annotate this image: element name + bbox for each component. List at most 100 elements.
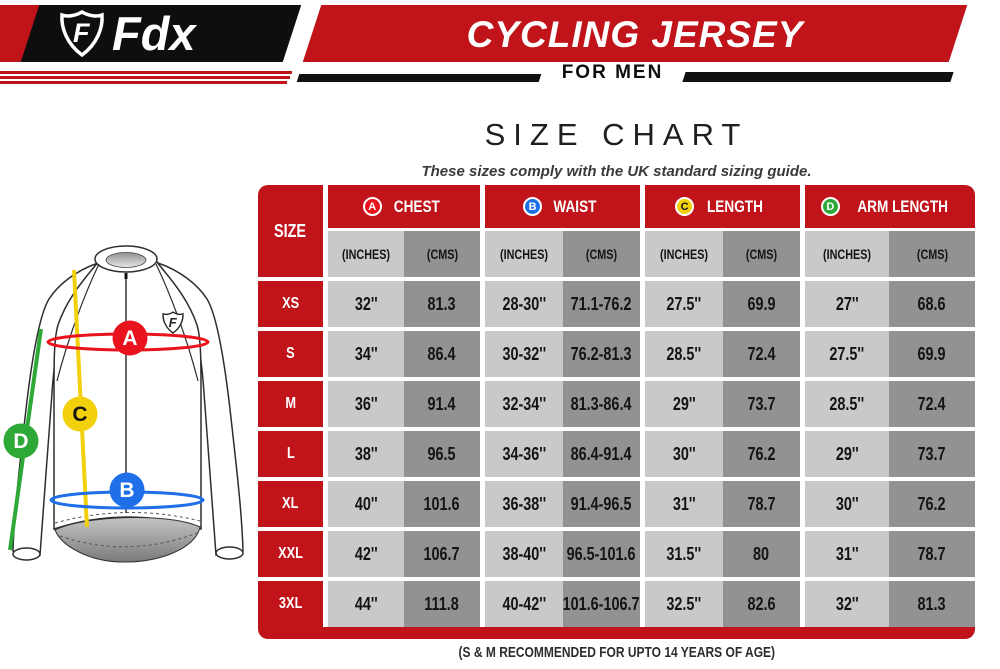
cell-value: 30'' — [672, 443, 696, 464]
arm-cms-cell: 76.2 — [889, 481, 975, 527]
length-inches-cell: 32.5'' — [640, 581, 723, 627]
waist-inches-cell: 40-42'' — [480, 581, 563, 627]
waist-cms-cell: 76.2-81.3 — [563, 331, 640, 377]
table-row: L 38'' 96.5 34-36'' 86.4-91.4 30'' 76.2 … — [258, 431, 975, 477]
arm-inches-cell: 31'' — [800, 531, 889, 577]
cell-value: 101.6-106.7 — [563, 593, 640, 614]
size-label: XL — [282, 495, 299, 512]
header-banner: F Fdx CYCLING JERSEY FOR MEN — [0, 0, 1000, 95]
cell-value: 81.3-86.4 — [571, 393, 632, 414]
cell-value: 34-36'' — [502, 443, 546, 464]
unit-header-inches: (INCHES) — [323, 231, 404, 277]
cell-value: 30-32'' — [502, 343, 546, 364]
divider-stripe — [682, 72, 954, 82]
chest-inches-cell: 32'' — [323, 281, 404, 327]
cell-value: 96.5-101.6 — [567, 543, 636, 564]
size-cell: M — [258, 381, 323, 427]
table-row: XL 40'' 101.6 36-38'' 91.4-96.5 31'' 78.… — [258, 481, 975, 527]
table-row: XS 32'' 81.3 28-30'' 71.1-76.2 27.5'' 69… — [258, 281, 975, 327]
length-cms-cell: 78.7 — [723, 481, 800, 527]
cell-value: 28.5'' — [829, 393, 865, 414]
marker-a-badge — [112, 320, 148, 356]
length-measure-line — [72, 269, 89, 528]
cell-value: 27.5'' — [666, 293, 702, 314]
length-cms-cell: 82.6 — [723, 581, 800, 627]
arm-cms-cell: 73.7 — [889, 431, 975, 477]
size-label: M — [285, 395, 296, 412]
shield-monogram: F — [73, 18, 91, 48]
arm-inches-cell: 27'' — [800, 281, 889, 327]
size-label: S — [286, 345, 295, 362]
size-label: L — [286, 445, 295, 462]
chest-inches-cell: 34'' — [323, 331, 404, 377]
length-cms-cell: 73.7 — [723, 381, 800, 427]
cell-value: 78.7 — [917, 543, 947, 564]
pinstripe — [0, 81, 287, 84]
pinstripe — [0, 71, 292, 74]
right-cuff — [215, 546, 244, 560]
cell-value: 28.5'' — [666, 343, 702, 364]
size-cell: L — [258, 431, 323, 477]
cell-value: 76.2-81.3 — [571, 343, 632, 364]
table-header: SIZE A CHEST B WAIST C LENGTH D ARM LENG… — [258, 185, 975, 277]
unit-header-inches: (INCHES) — [640, 231, 723, 277]
collar — [94, 245, 158, 273]
chest-cms-cell: 81.3 — [404, 281, 480, 327]
size-cell: XXL — [258, 531, 323, 577]
sizing-note: These sizes comply with the UK standard … — [421, 163, 812, 180]
arm-measure-line — [8, 328, 43, 551]
cell-value: 40'' — [354, 493, 378, 514]
chest-inches-cell: 44'' — [323, 581, 404, 627]
cell-value: 73.7 — [747, 393, 776, 414]
raglan-seam — [155, 263, 199, 382]
size-cell: 3XL — [258, 581, 323, 627]
cell-value: 38-40'' — [502, 543, 546, 564]
waist-cms-cell: 91.4-96.5 — [563, 481, 640, 527]
cell-value: 42'' — [354, 543, 378, 564]
waist-inches-cell: 34-36'' — [480, 431, 563, 477]
length-inches-cell: 28.5'' — [640, 331, 723, 377]
column-header-arm-length: D ARM LENGTH — [800, 185, 975, 228]
cell-value: 40-42'' — [502, 593, 546, 614]
cell-value: 69.9 — [747, 293, 776, 314]
length-inches-cell: 31'' — [640, 481, 723, 527]
column-header-label: ARM LENGTH — [857, 196, 948, 216]
arm-inches-cell: 30'' — [800, 481, 889, 527]
marker-c-letter: C — [72, 403, 87, 426]
column-header-label: SIZE — [274, 220, 307, 241]
cell-value: 86.4-91.4 — [571, 443, 632, 464]
column-header-label: LENGTH — [707, 196, 763, 216]
column-header-label: CHEST — [393, 196, 440, 216]
chest-cms-cell: 106.7 — [404, 531, 480, 577]
cell-value: 27'' — [835, 293, 859, 314]
waist-cms-cell: 101.6-106.7 — [563, 581, 640, 627]
arm-inches-cell: 28.5'' — [800, 381, 889, 427]
chest-measure-ellipse — [46, 332, 210, 352]
waist-cms-cell: 96.5-101.6 — [563, 531, 640, 577]
svg-text:F: F — [169, 315, 178, 330]
marker-c-badge — [62, 396, 98, 432]
table-row: XXL 42'' 106.7 38-40'' 96.5-101.6 31.5''… — [258, 531, 975, 577]
page-title: SIZE CHART — [484, 117, 749, 152]
chest-inches-cell: 40'' — [323, 481, 404, 527]
cell-value: 38'' — [354, 443, 378, 464]
column-header-length: C LENGTH — [640, 185, 800, 228]
column-header-waist: B WAIST — [480, 185, 640, 228]
jersey-torso — [53, 256, 202, 531]
cell-value: 80 — [753, 543, 770, 564]
chest-cms-cell: 101.6 — [404, 481, 480, 527]
size-label: 3XL — [278, 595, 303, 612]
cell-value: 32.5'' — [666, 593, 702, 614]
column-header-chest: A CHEST — [323, 185, 480, 228]
arm-cms-cell: 68.6 — [889, 281, 975, 327]
table-bottom-bar — [258, 627, 975, 639]
left-cuff — [12, 547, 41, 561]
banner-title: CYCLING JERSEY — [466, 13, 804, 55]
arm-cms-cell: 72.4 — [889, 381, 975, 427]
marker-d-badge — [3, 423, 39, 459]
cell-value: 27.5'' — [829, 343, 865, 364]
column-header-label: WAIST — [553, 196, 597, 216]
length-inches-cell: 30'' — [640, 431, 723, 477]
cell-value: 36'' — [354, 393, 378, 414]
length-cms-cell: 72.4 — [723, 331, 800, 377]
